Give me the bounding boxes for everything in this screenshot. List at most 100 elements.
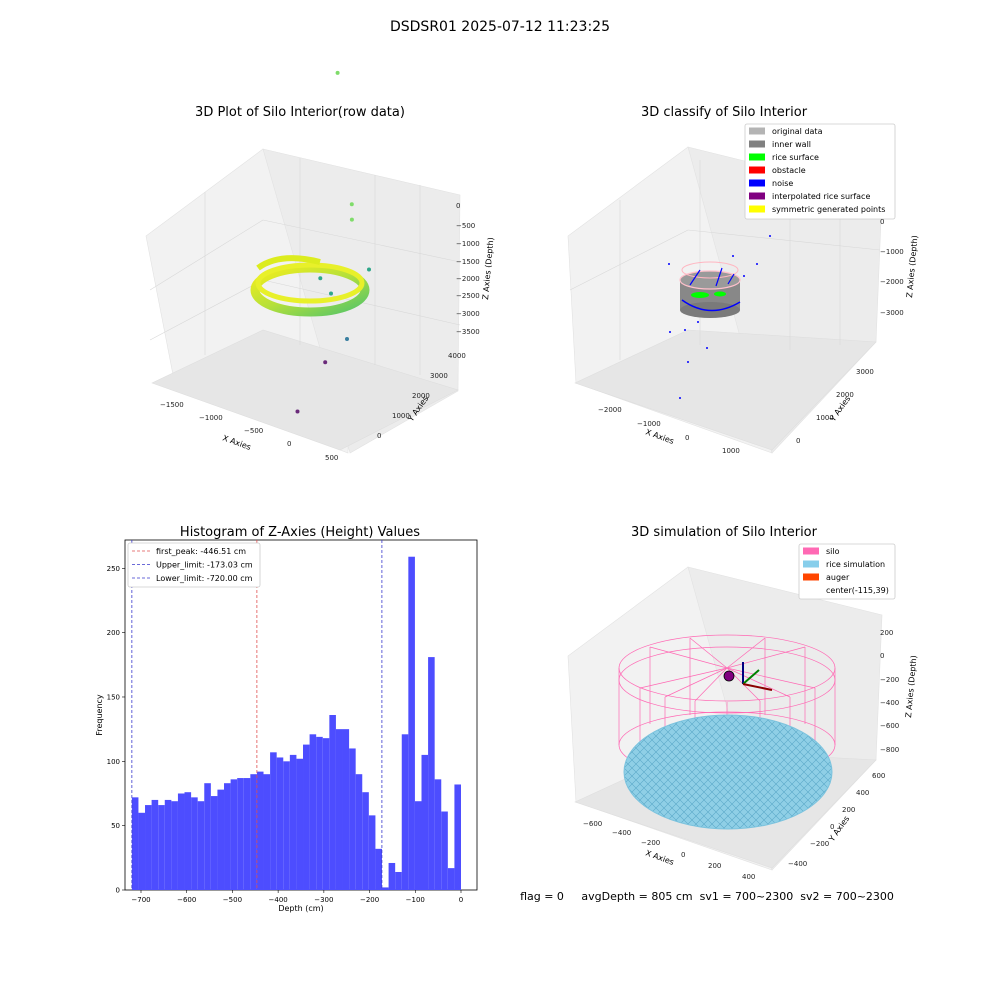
- p1-ytick: 2000: [412, 392, 430, 400]
- histogram-bar: [217, 789, 225, 890]
- histogram-bar: [131, 797, 139, 890]
- histogram-bar: [342, 729, 350, 890]
- panel1-floor-pane: [151, 329, 459, 451]
- classify-legend-swatch: [749, 127, 765, 135]
- histogram-bar: [210, 796, 218, 890]
- p1-ztick: −2000: [456, 275, 480, 283]
- p1-ztick: 0: [456, 202, 460, 210]
- histogram-legend: first_peak: -446.51 cm Upper_limit: -173.…: [127, 542, 261, 588]
- histogram-bar: [296, 758, 304, 890]
- p1-ztick: −2500: [456, 292, 480, 300]
- histogram-ytick-label: 50: [111, 822, 120, 830]
- histogram-bar: [447, 868, 455, 890]
- p4-xtick: 200: [708, 862, 721, 870]
- panel2-y-ticks: 0 1000 2000 3000: [796, 368, 874, 445]
- p1-ytick: 0: [377, 432, 381, 440]
- panel2-silo-points: [679, 261, 741, 318]
- panel4-title: 3D simulation of Silo Interior: [631, 525, 818, 540]
- classify-legend-swatch: [749, 166, 765, 174]
- histogram-bar: [243, 778, 251, 890]
- p4-ztick: −600: [880, 722, 899, 730]
- histogram-bar: [335, 729, 343, 890]
- p2-ztick: −2000: [880, 278, 904, 286]
- p4-xtick: −200: [641, 839, 660, 847]
- panel1-outlier-points: [295, 70, 371, 414]
- panel-classify-3d: 3D classify of Silo Interior: [567, 105, 919, 455]
- histogram-bar: [191, 797, 198, 890]
- p4-ztick: −400: [880, 699, 899, 707]
- histogram-xtick-label: 0: [459, 896, 463, 904]
- panel-simulation-3d: 3D simulation of Silo Interior: [567, 525, 918, 881]
- p1-ytick: 1000: [392, 412, 410, 420]
- p4-ytick: 200: [842, 806, 855, 814]
- panel1-y-ticks: 0 1000 2000 3000 4000: [377, 352, 466, 440]
- classify-legend-label: symmetric generated points: [772, 205, 885, 214]
- panel1-grid: [149, 158, 461, 375]
- panel2-noise-points: [668, 235, 771, 399]
- histogram-bar: [197, 801, 205, 890]
- histogram-xlabel: Depth (cm): [278, 904, 323, 913]
- panel4-x-ticks: −600 −400 −200 0 200 400: [583, 820, 755, 881]
- p2-ytick: 1000: [816, 414, 834, 422]
- histogram-ytick-label: 200: [107, 629, 120, 637]
- p1-ytick: 4000: [448, 352, 466, 360]
- panel1-ring-points: [250, 255, 370, 317]
- outlier-point: [295, 409, 300, 414]
- histogram-bar: [270, 752, 277, 890]
- p1-ztick: −1500: [456, 258, 480, 266]
- simulation-legend-label: rice simulation: [826, 560, 885, 569]
- p2-xtick: 1000: [722, 447, 740, 455]
- histogram-bar: [237, 778, 244, 890]
- histogram-ytick-label: 250: [107, 565, 120, 573]
- histogram-bar: [184, 792, 192, 890]
- classify-legend-label: noise: [772, 179, 793, 188]
- outlier-point: [329, 291, 333, 296]
- histogram-bar: [230, 779, 238, 890]
- p1-ytick: 3000: [430, 372, 448, 380]
- panel1-z-ticks: 0 −500 −1000 −1500 −2000 −2500 −3000 −35…: [456, 202, 480, 336]
- histogram-bar: [177, 793, 185, 890]
- histogram-xtick-label: −100: [406, 896, 425, 904]
- histogram-xtick-label: −300: [314, 896, 333, 904]
- histogram-bar: [263, 774, 271, 890]
- p2-ztick: −1000: [880, 248, 904, 256]
- histogram-bar: [434, 779, 442, 890]
- p2-ytick: 2000: [836, 391, 854, 399]
- p2-ztick: 0: [880, 218, 884, 226]
- histogram-bar: [355, 774, 363, 890]
- classify-legend-swatch: [749, 179, 765, 187]
- panel2-title: 3D classify of Silo Interior: [641, 105, 808, 120]
- histogram-bar: [151, 799, 159, 890]
- footer-status: flag = 0 avgDepth = 805 cm sv1 = 700~230…: [520, 890, 894, 903]
- histogram-ylabel: Frequency: [95, 694, 104, 736]
- classify-legend-label: original data: [772, 127, 823, 136]
- classify-legend-label: interpolated rice surface: [772, 192, 870, 201]
- classify-legend-label: rice surface: [772, 153, 819, 162]
- panel1-xlabel: X Axies: [221, 433, 252, 452]
- p1-xtick: −1500: [160, 401, 184, 409]
- p1-xtick: −1000: [199, 414, 223, 422]
- classify-legend-swatch: [749, 140, 765, 148]
- p4-ytick: 400: [856, 789, 869, 797]
- histogram-legend-label: first_peak: -446.51 cm: [156, 547, 246, 556]
- p4-ztick: −200: [880, 676, 899, 684]
- histogram-bar: [401, 734, 409, 890]
- p1-xtick: 500: [325, 454, 338, 462]
- p4-xtick: 400: [742, 873, 755, 881]
- histogram-bar: [322, 738, 330, 890]
- p4-xtick: −600: [583, 820, 602, 828]
- histogram-bar: [395, 871, 402, 890]
- outlier-point: [349, 202, 354, 207]
- p2-xtick: −1000: [637, 420, 661, 428]
- simulation-legend-label: auger: [826, 573, 850, 582]
- classify-legend-label: obstacle: [772, 166, 806, 175]
- p1-ztick: −3000: [456, 310, 480, 318]
- p4-ytick: 0: [830, 823, 834, 831]
- histogram-bar: [368, 815, 376, 890]
- histogram-bar: [158, 805, 165, 890]
- p1-ztick: −1000: [456, 240, 480, 248]
- histogram-bar: [145, 805, 152, 890]
- histogram-reference-lines: [131, 540, 383, 890]
- panel2-x-ticks: −2000 −1000 0 1000: [598, 406, 740, 455]
- histogram-bar: [414, 801, 422, 890]
